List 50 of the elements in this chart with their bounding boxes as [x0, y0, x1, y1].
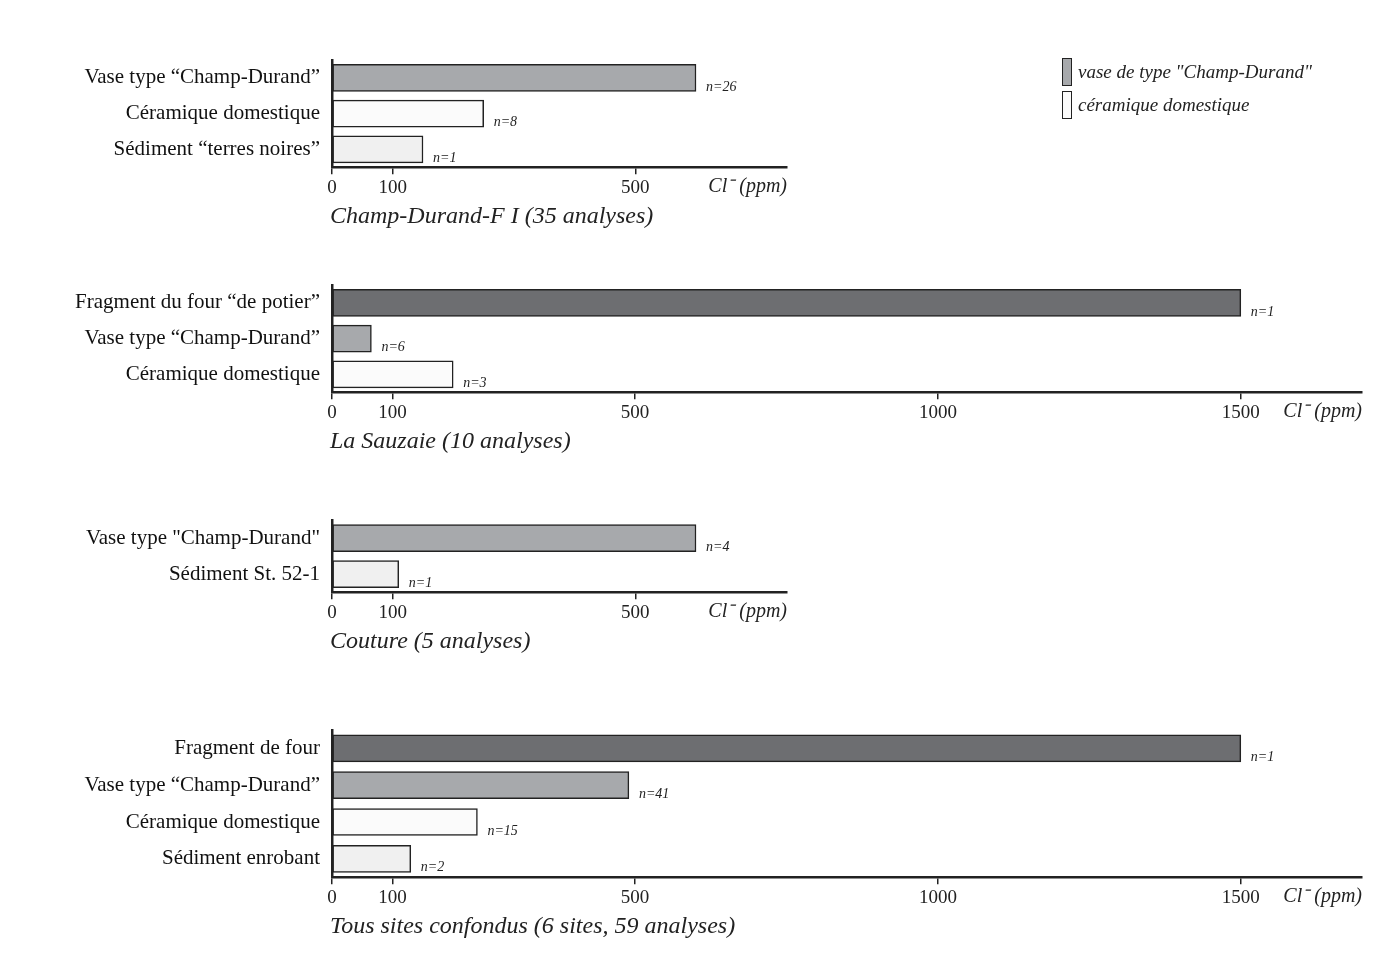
y-tick-label: Céramique domestique [125, 100, 320, 125]
annotation: n=1 [408, 574, 433, 590]
x-tick-label: 0 [327, 400, 337, 422]
x-axis-title: Cl⁻ (ppm) [1283, 399, 1363, 423]
text: Champ-Durand-F I (35 analyses) [330, 202, 654, 229]
annotation: n=1 [1250, 303, 1275, 319]
text: La Sauzaie (10 analyses) [329, 427, 571, 454]
text: céramique domestique [1078, 93, 1250, 116]
y-tick-label: Vase type “Champ-Durand” [84, 771, 320, 796]
x-tick-label: 0 [327, 885, 337, 907]
x-tick-label: 1500 [1221, 885, 1260, 907]
x-tick-label: 100 [378, 400, 407, 422]
x-tick-label: 1500 [1221, 400, 1260, 422]
x-tick-label: 500 [621, 600, 650, 622]
annotation: n=8 [493, 114, 518, 130]
x-tick-label: 0 [327, 175, 337, 197]
y-tick-label: Sédiment St. 52-1 [168, 560, 320, 585]
y-tick-label: Vase type "Champ-Durand" [85, 524, 320, 549]
x-tick-label: 500 [621, 175, 650, 197]
y-tick-label: Sédiment “terres noires” [113, 135, 320, 160]
x-axis-title: Cl⁻ (ppm) [708, 599, 788, 623]
annotation: n=15 [487, 822, 518, 838]
y-tick-label: Vase type “Champ-Durand” [84, 64, 320, 89]
annotation: n=41 [638, 785, 670, 801]
annotation: n=6 [381, 339, 405, 355]
y-tick-label: Fragment de four [174, 734, 320, 759]
y-tick-label: Vase type “Champ-Durand” [84, 325, 320, 350]
annotation: n=4 [706, 538, 730, 554]
x-tick-label: 500 [620, 400, 650, 422]
legend-label: vase de type "Champ-Durand" [1078, 60, 1312, 83]
annotation: n=3 [463, 375, 487, 391]
annotation: n=26 [706, 78, 737, 94]
x-tick-label: 100 [378, 600, 407, 622]
x-axis-title: Cl⁻ (ppm) [1283, 884, 1363, 908]
x-tick-label: 100 [378, 885, 407, 907]
x-tick-label: 0 [327, 600, 337, 622]
x-axis-title: Cl⁻ (ppm) [708, 174, 788, 198]
text: Couture (5 analyses) [330, 627, 531, 654]
text: Tous sites confondus (6 sites, 59 analyses) [330, 912, 736, 939]
y-tick-label: Fragment du four “de potier” [75, 289, 320, 314]
annotation: n=1 [433, 150, 457, 166]
annotation: n=1 [1250, 749, 1275, 765]
x-tick-label: 1000 [918, 885, 957, 907]
annotation: n=2 [420, 859, 445, 875]
y-tick-label: Céramique domestique [125, 808, 320, 833]
y-tick-label: Céramique domestique [125, 360, 320, 385]
x-tick-label: 1000 [918, 400, 957, 422]
x-tick-label: 500 [620, 885, 650, 907]
x-tick-label: 100 [378, 175, 407, 197]
y-tick-label: Sédiment enrobant [161, 845, 321, 870]
